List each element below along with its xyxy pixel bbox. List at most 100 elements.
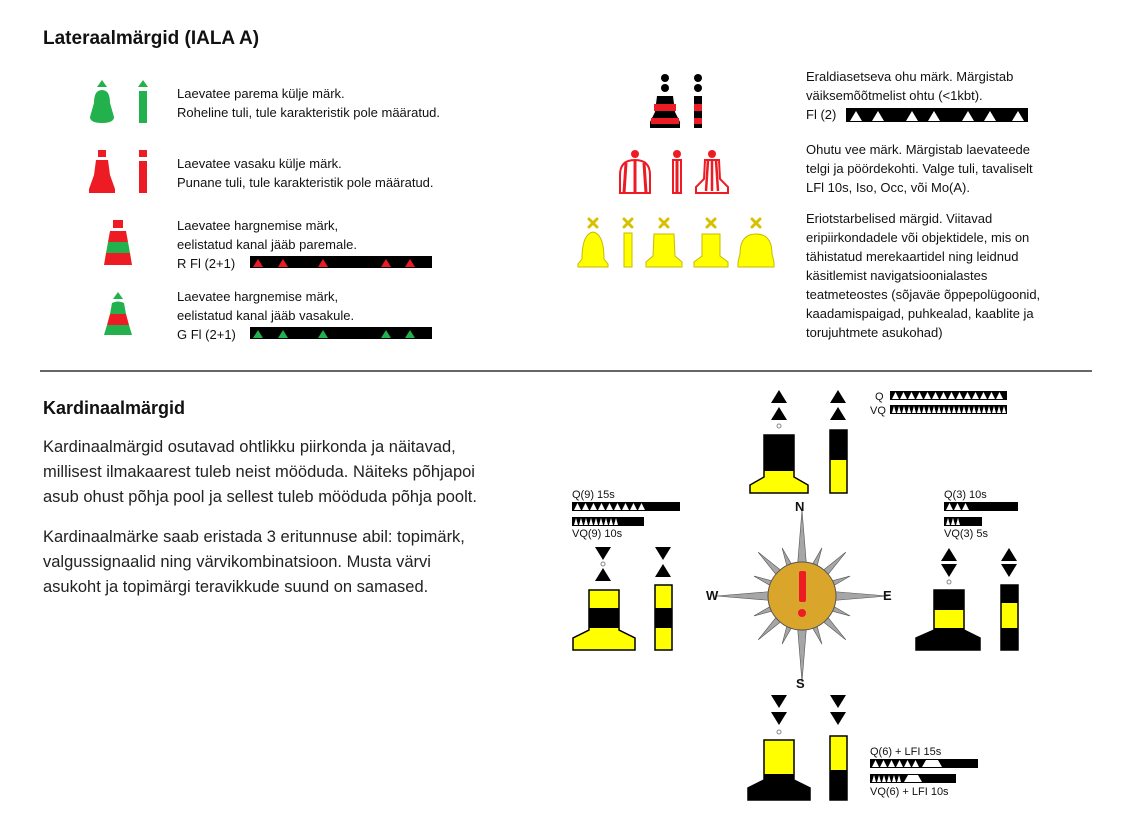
desc-line: Laevatee hargnemise märk, xyxy=(177,218,339,233)
west-cardinal-icon xyxy=(572,547,673,651)
flash-mark xyxy=(972,406,976,413)
west-rhythm-bars xyxy=(572,502,680,526)
long-flash-mark xyxy=(922,760,942,767)
flash-mark xyxy=(924,392,931,399)
flash-mark xyxy=(956,518,960,525)
compass-north-label: N xyxy=(795,499,805,514)
flash-mark xyxy=(900,392,907,399)
intro-line: valgussignaalid ning värvikombinatsioon.… xyxy=(43,553,431,571)
east-rhythm-bars xyxy=(944,502,1018,526)
desc-line: Laevatee parema külje märk. xyxy=(177,86,345,101)
flash-mark xyxy=(606,503,613,510)
flash-mark xyxy=(880,760,887,767)
flash-mark xyxy=(988,392,995,399)
desc-line: teatmeteostes (sõjaväe õppepolügoonid, xyxy=(806,287,1041,302)
desc-line: Eraldiasetseva ohu märk. Märgistab xyxy=(806,69,1014,84)
desc-line: Eriotstarbelised märgid. Viitavad xyxy=(806,211,993,226)
west-vq-label: VQ(9) 10s xyxy=(572,528,623,540)
flash-mark xyxy=(594,518,598,525)
intro-line: asub ohust põhja pool ja sellest tuleb m… xyxy=(43,488,477,506)
flash-mark xyxy=(942,406,946,413)
light-code: Fl (2) xyxy=(806,107,837,122)
intro-line: millisest ilmakaarest tuleb neist möödud… xyxy=(43,463,475,481)
flash-mark xyxy=(908,392,915,399)
flash-mark xyxy=(964,392,971,399)
flash-mark xyxy=(604,518,608,525)
port-desc: Laevatee vasaku külje märk. Punane tuli,… xyxy=(177,154,434,192)
safe-water-desc: Ohutu vee märk. Märgistab laevateede tel… xyxy=(806,140,1033,197)
flash-mark xyxy=(912,406,916,413)
desc-line: eelistatud kanal jääb vasakule. xyxy=(177,308,355,323)
desc-line: tähistatud merekaartidel ning leidnud xyxy=(806,249,1019,264)
flash-mark xyxy=(584,518,588,525)
flash-mark xyxy=(630,503,637,510)
flash-mark xyxy=(927,406,931,413)
desc-line: Punane tuli, tule karakteristik pole mää… xyxy=(177,175,434,190)
flash-mark xyxy=(904,760,911,767)
desc-line: Roheline tuli, tule karakteristik pole m… xyxy=(177,105,441,120)
flash-mark xyxy=(897,406,901,413)
flash-mark xyxy=(887,775,891,782)
compass-rose-icon xyxy=(715,509,889,683)
north-cardinal-icon xyxy=(749,390,848,494)
flash-mark xyxy=(987,406,991,413)
preferred-channel-right-icon xyxy=(104,220,132,265)
desc-line: Laevatee vasaku külje märk. xyxy=(177,156,342,171)
flash-mark xyxy=(956,392,963,399)
south-rhythm-bars xyxy=(870,759,978,783)
east-cardinal-icon xyxy=(915,548,1019,651)
flash-mark xyxy=(980,392,987,399)
flash-mark xyxy=(598,503,605,510)
flash-mark xyxy=(946,503,953,510)
flash-mark xyxy=(948,392,955,399)
rhythm-bar-white xyxy=(846,108,1028,122)
isolated-danger-desc: Eraldiasetseva ohu märk. Märgistab väiks… xyxy=(806,67,1013,124)
flash-mark xyxy=(872,760,879,767)
flash-mark xyxy=(638,503,645,510)
cardinal-title: Kardinaalmärgid xyxy=(43,398,186,418)
flash-mark xyxy=(962,406,966,413)
north-vq-label: VQ xyxy=(870,405,886,417)
desc-line: käsitlemist navigatsioonialastes xyxy=(806,268,988,283)
light-code: R Fl (2+1) xyxy=(177,256,236,271)
starboard-desc: Laevatee parema külje märk. Roheline tul… xyxy=(177,84,440,122)
light-code: G Fl (2+1) xyxy=(177,327,236,342)
flash-mark xyxy=(574,518,578,525)
flash-mark xyxy=(952,406,956,413)
pref-right-desc: Laevatee hargnemise märk, eelistatud kan… xyxy=(177,216,357,273)
isolated-danger-icon xyxy=(650,74,702,128)
flash-mark xyxy=(897,775,901,782)
long-flash-mark xyxy=(904,775,922,782)
desc-line: kaadamispaigad, puhkealad, kaablite ja xyxy=(806,306,1034,321)
compass-east-label: E xyxy=(883,588,892,603)
cardinal-para-1: Kardinaalmärgid osutavad ohtlikku piirko… xyxy=(43,435,477,510)
south-cardinal-icon xyxy=(747,695,848,801)
flash-mark xyxy=(579,518,583,525)
east-vq-label: VQ(3) 5s xyxy=(944,528,989,540)
flash-mark xyxy=(940,392,947,399)
flash-mark xyxy=(877,775,881,782)
flash-mark xyxy=(977,406,981,413)
flash-mark xyxy=(590,503,597,510)
pref-left-desc: Laevatee hargnemise märk, eelistatud kan… xyxy=(177,287,354,344)
flash-mark xyxy=(574,503,581,510)
flash-mark xyxy=(932,392,939,399)
flash-mark xyxy=(599,518,603,525)
desc-line: Ohutu vee märk. Märgistab laevateede xyxy=(806,142,1031,157)
flash-mark xyxy=(892,392,899,399)
south-q-label: Q(6) + LFI 15s xyxy=(870,746,942,758)
flash-mark xyxy=(932,406,936,413)
compass-west-label: W xyxy=(706,588,719,603)
cardinal-para-2: Kardinaalmärke saab eristada 3 eritunnus… xyxy=(43,525,465,600)
flash-mark xyxy=(997,406,1001,413)
desc-line: LFl 10s, Iso, Occ, või Mo(A). xyxy=(806,180,970,195)
starboard-mark-icon xyxy=(90,80,148,123)
flash-mark xyxy=(888,760,895,767)
flash-mark xyxy=(947,406,951,413)
flash-mark xyxy=(962,503,969,510)
compass-south-label: S xyxy=(796,676,805,691)
intro-line: asukoht ja topimärgi teravikkude suund o… xyxy=(43,578,429,596)
desc-line: väiksemõõtmelist ohtu (<1kbt). xyxy=(806,88,983,103)
flash-mark xyxy=(609,518,613,525)
flash-mark xyxy=(614,518,618,525)
